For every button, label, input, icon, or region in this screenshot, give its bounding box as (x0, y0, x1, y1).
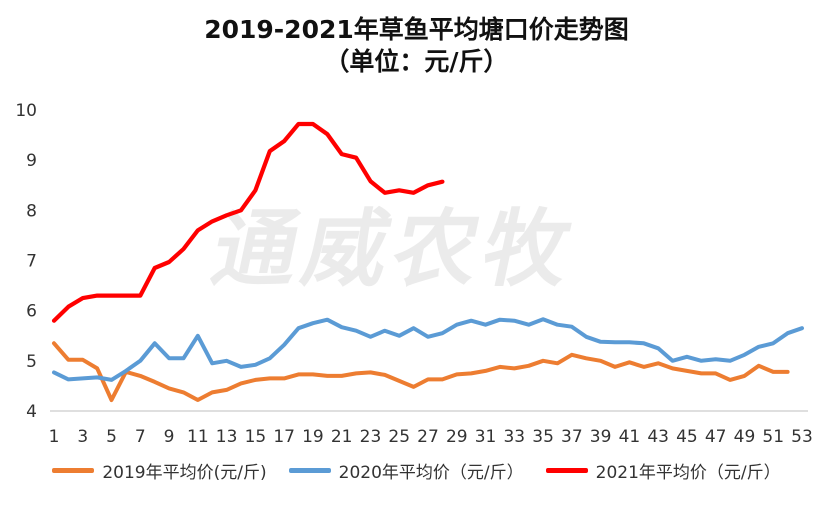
x-tick-label: 7 (135, 427, 146, 447)
x-tick-label: 47 (705, 427, 727, 447)
x-tick-label: 11 (187, 427, 209, 447)
x-tick-label: 5 (106, 427, 117, 447)
legend-label-2021: 2021年平均价（元/斤） (595, 463, 781, 483)
x-tick-label: 29 (446, 427, 468, 447)
y-tick-label: 10 (15, 101, 37, 121)
x-tick-label: 9 (164, 427, 175, 447)
legend-item-2019: 2019年平均价(元/斤) (52, 458, 267, 483)
x-tick-label: 15 (245, 427, 267, 447)
chart-title: 2019-2021年草鱼平均塘口价走势图 (204, 15, 629, 44)
x-tick-label: 33 (503, 427, 525, 447)
y-tick-label: 6 (26, 302, 37, 322)
x-tick-label: 1 (49, 427, 60, 447)
y-tick-label: 7 (26, 252, 37, 272)
x-tick-label: 53 (791, 427, 813, 447)
x-tick-label: 23 (360, 427, 382, 447)
legend-label-2020: 2020年平均价（元/斤） (338, 463, 524, 483)
y-tick-label: 8 (26, 201, 37, 221)
legend: 2019年平均价(元/斤) 2020年平均价（元/斤） 2021年平均价（元/斤… (0, 458, 833, 483)
x-tick-label: 39 (590, 427, 612, 447)
x-tick-label: 51 (762, 427, 784, 447)
x-tick-label: 17 (273, 427, 295, 447)
x-tick-label: 37 (561, 427, 583, 447)
x-tick-label: 43 (647, 427, 669, 447)
legend-swatch-2019 (52, 468, 95, 473)
legend-swatch-2020 (288, 468, 331, 473)
x-tick-label: 21 (331, 427, 353, 447)
x-tick-label: 49 (734, 427, 756, 447)
series-line-1 (52, 341, 790, 402)
y-tick-label: 4 (26, 402, 37, 422)
legend-item-2020: 2020年平均价（元/斤） (288, 458, 524, 483)
chart-subtitle: （单位：元/斤） (324, 47, 509, 76)
series-line-2 (52, 317, 804, 382)
x-tick-label: 27 (417, 427, 439, 447)
x-tick-label: 19 (302, 427, 324, 447)
legend-label-2019: 2019年平均价(元/斤) (102, 463, 267, 483)
y-tick-label: 9 (26, 151, 37, 171)
series-line-3 (51, 121, 445, 323)
x-tick-label: 35 (532, 427, 554, 447)
legend-item-2021: 2021年平均价（元/斤） (545, 458, 781, 483)
legend-swatch-2021 (545, 468, 588, 473)
y-tick-label: 5 (26, 352, 37, 372)
x-tick-label: 3 (77, 427, 88, 447)
x-tick-label: 31 (475, 427, 497, 447)
x-tick-label: 13 (216, 427, 238, 447)
x-tick-label: 25 (388, 427, 410, 447)
chart-title-block: 2019-2021年草鱼平均塘口价走势图 （单位：元/斤） (0, 14, 833, 78)
x-tick-label: 45 (676, 427, 698, 447)
x-tick-label: 41 (619, 427, 641, 447)
